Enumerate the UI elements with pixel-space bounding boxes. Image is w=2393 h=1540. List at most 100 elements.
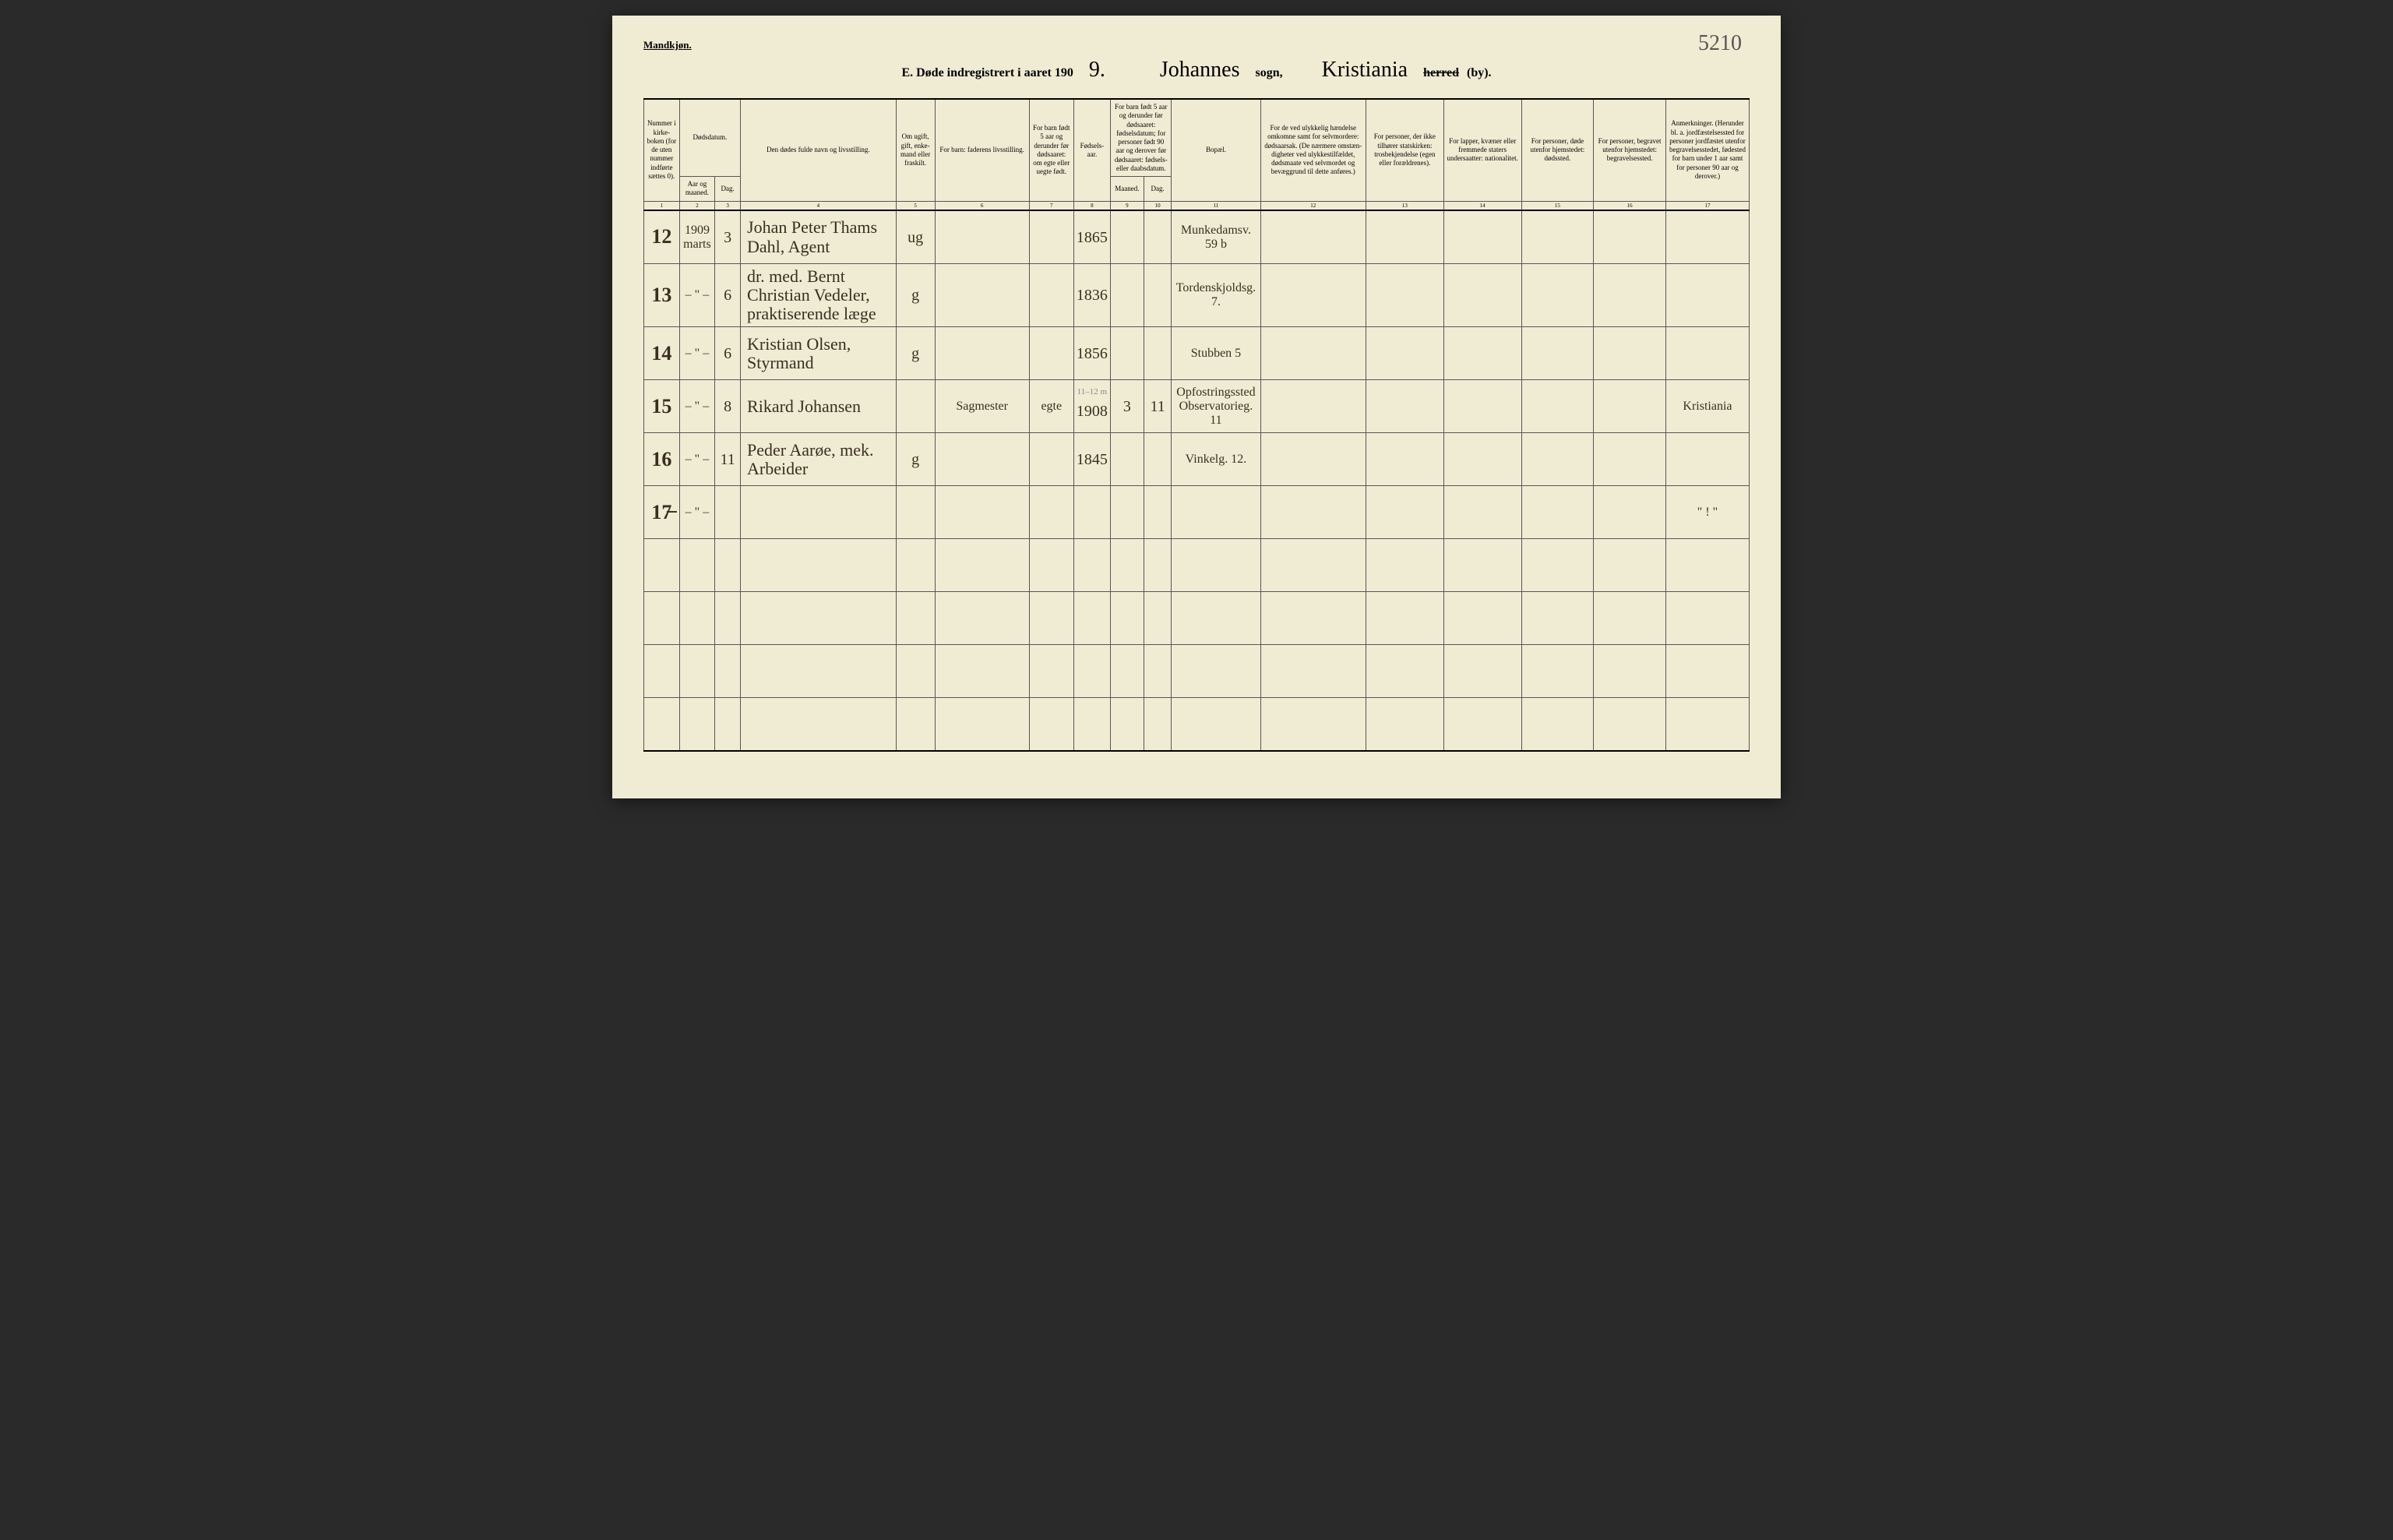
table-cell (896, 592, 935, 645)
table-cell (715, 645, 741, 698)
table-cell (1366, 539, 1443, 592)
table-cell (1172, 592, 1260, 645)
table-cell: Tordenskjoldsg. 7. (1172, 263, 1260, 327)
table-cell: 11–12 m1908 (1073, 380, 1110, 433)
table-cell (679, 592, 715, 645)
table-cell: Sagmester (935, 380, 1029, 433)
table-cell: 3 (1111, 380, 1144, 433)
table-cell (1521, 486, 1594, 539)
col-header-cause: For de ved ulykkelig hændelse omkomne sa… (1260, 99, 1366, 201)
table-cell: – " – (679, 327, 715, 380)
table-cell (935, 210, 1029, 263)
table-cell (1521, 327, 1594, 380)
table-cell (1144, 592, 1172, 645)
table-cell: – " – (679, 486, 715, 539)
colnum: 6 (935, 201, 1029, 210)
colnum: 4 (741, 201, 897, 210)
table-cell: Munkedamsv. 59 b (1172, 210, 1260, 263)
colnum: 8 (1073, 201, 1110, 210)
table-cell: " ! " (1665, 486, 1749, 539)
table-cell (1594, 380, 1666, 433)
colnum: 10 (1144, 201, 1172, 210)
table-row: 17̶– " –" ! " (644, 486, 1750, 539)
table-cell (1443, 539, 1521, 592)
table-cell (1144, 698, 1172, 751)
table-row: 13– " –6dr. med. Bernt Christian Vedeler… (644, 263, 1750, 327)
table-cell (1521, 698, 1594, 751)
death-register-table: Nummer i kirke­boken (for de uten nummer… (643, 98, 1750, 752)
gender-label: Mandkjøn. (643, 39, 1750, 51)
table-row: 15– " –8Rikard JohansenSagmesteregte11–1… (644, 380, 1750, 433)
table-cell: Vinkelg. 12. (1172, 433, 1260, 486)
table-cell (1665, 539, 1749, 592)
col-header-residence: Bopæl. (1172, 99, 1260, 201)
table-cell (896, 698, 935, 751)
table-cell (715, 698, 741, 751)
table-cell (1521, 380, 1594, 433)
table-cell (1260, 433, 1366, 486)
table-row: 14– " –6Kristian Olsen, Styrmandg1856Stu… (644, 327, 1750, 380)
table-cell: 16 (644, 433, 680, 486)
table-cell (1366, 645, 1443, 698)
table-cell (935, 645, 1029, 698)
table-cell (1144, 210, 1172, 263)
district-struck: herred (1423, 66, 1459, 80)
table-row-blank (644, 645, 1750, 698)
table-cell (1366, 433, 1443, 486)
colnum: 14 (1443, 201, 1521, 210)
table-cell (935, 433, 1029, 486)
parish-label: sogn, (1256, 66, 1283, 80)
table-cell (1029, 433, 1073, 486)
table-cell (644, 645, 680, 698)
table-cell (1665, 698, 1749, 751)
colnum: 12 (1260, 201, 1366, 210)
table-cell (741, 486, 897, 539)
table-cell (1172, 645, 1260, 698)
col-header-nationality: For lapper, kvæner eller fremmede stater… (1443, 99, 1521, 201)
table-cell (1172, 698, 1260, 751)
table-cell (1029, 539, 1073, 592)
table-cell: 1856 (1073, 327, 1110, 380)
table-cell (1594, 592, 1666, 645)
table-row-blank (644, 592, 1750, 645)
table-cell (1665, 210, 1749, 263)
table-cell (1443, 645, 1521, 698)
table-cell (1665, 645, 1749, 698)
col-header-legit: For barn født 5 aar og derunder før døds… (1029, 99, 1073, 201)
table-cell (1029, 592, 1073, 645)
col-subheader-birthday: Dag. (1144, 177, 1172, 202)
col-subheader-yearmonth: Aar og maaned. (679, 177, 715, 202)
table-cell (1665, 327, 1749, 380)
table-cell: 1845 (1073, 433, 1110, 486)
table-cell: dr. med. Bernt Christian Vedeler, prakti… (741, 263, 897, 327)
table-cell (1594, 645, 1666, 698)
table-cell (1521, 433, 1594, 486)
table-cell: 1865 (1073, 210, 1110, 263)
table-cell (1366, 210, 1443, 263)
table-cell (1665, 592, 1749, 645)
colnum: 5 (896, 201, 935, 210)
col-header-birthyear: Fødsels­aar. (1073, 99, 1110, 201)
table-cell (1366, 263, 1443, 327)
table-cell: egte (1029, 380, 1073, 433)
table-cell (1443, 433, 1521, 486)
table-cell (1111, 327, 1144, 380)
table-cell: Johan Peter Thams Dahl, Agent (741, 210, 897, 263)
table-cell: g (896, 433, 935, 486)
table-cell (1144, 539, 1172, 592)
table-cell (1111, 210, 1144, 263)
table-cell (1073, 539, 1110, 592)
colnum: 17 (1665, 201, 1749, 210)
table-cell: 1909 marts (679, 210, 715, 263)
header-prefix: E. Døde indregistrert i aaret 190 (901, 66, 1073, 80)
table-cell (1111, 539, 1144, 592)
table-cell: Peder Aarøe, mek. Arbeider (741, 433, 897, 486)
colnum: 1 (644, 201, 680, 210)
table-cell (1260, 592, 1366, 645)
table-cell: 12 (644, 210, 680, 263)
col-header-remarks: Anmerkninger. (Herunder bl. a. jordfæste… (1665, 99, 1749, 201)
table-cell (1144, 645, 1172, 698)
table-cell (679, 645, 715, 698)
table-cell (715, 486, 741, 539)
colnum: 7 (1029, 201, 1073, 210)
